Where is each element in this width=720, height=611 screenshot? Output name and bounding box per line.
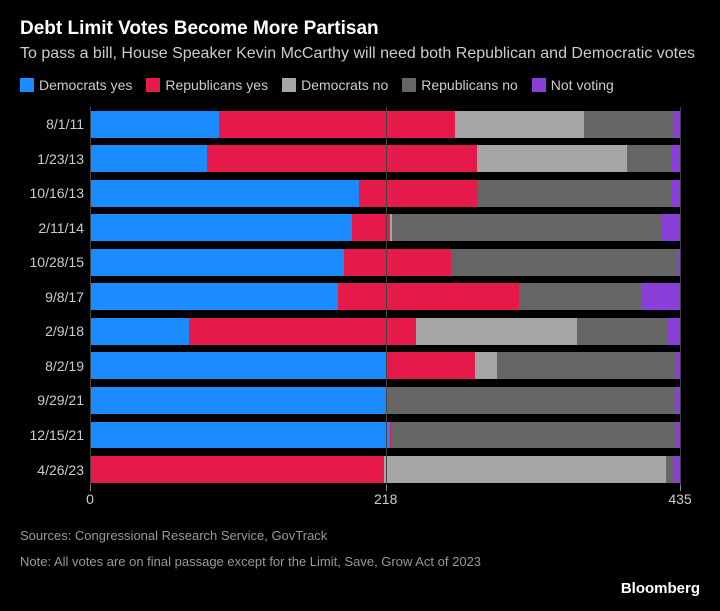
legend-item: Not voting <box>532 77 614 93</box>
x-tick-label: 0 <box>86 491 94 507</box>
bar-segment-dem-yes <box>90 249 344 276</box>
legend-label: Democrats yes <box>39 77 132 93</box>
bar-segment-rep-yes <box>189 318 416 345</box>
row-date-label: 4/26/23 <box>16 462 84 478</box>
legend-swatch <box>402 78 416 92</box>
chart-area: 8/1/111/23/1310/16/132/11/1410/28/159/8/… <box>90 107 680 487</box>
bar-segment-not-voting <box>673 111 680 138</box>
legend-label: Not voting <box>551 77 614 93</box>
gridline <box>386 107 387 487</box>
chart-subtitle: To pass a bill, House Speaker Kevin McCa… <box>20 44 700 65</box>
bar-segment-dem-no <box>475 352 497 379</box>
legend-swatch <box>20 78 34 92</box>
bar-segment-rep-yes <box>352 214 390 241</box>
bar-segment-dem-yes <box>90 387 387 414</box>
bar-segment-rep-no <box>392 214 662 241</box>
legend-label: Republicans no <box>421 77 518 93</box>
bar-segment-not-voting <box>673 456 680 483</box>
bar-segment-not-voting <box>641 283 680 310</box>
bar-segment-not-voting <box>662 214 680 241</box>
bar-segment-rep-no <box>497 352 676 379</box>
row-date-label: 12/15/21 <box>16 427 84 443</box>
chart-title: Debt Limit Votes Become More Partisan <box>20 18 700 40</box>
bar-segment-dem-no <box>477 145 628 172</box>
legend-item: Democrats yes <box>20 77 132 93</box>
bar-segment-rep-yes <box>90 456 384 483</box>
gridline <box>680 107 681 487</box>
bar-segment-rep-no <box>519 283 641 310</box>
bar-segment-dem-yes <box>90 111 219 138</box>
legend: Democrats yes Republicans yes Democrats no… <box>20 77 700 93</box>
bar-segment-rep-yes <box>344 249 451 276</box>
bar-segment-rep-yes <box>207 145 477 172</box>
row-date-label: 10/28/15 <box>16 254 84 270</box>
source-text: Sources: Congressional Research Service,… <box>20 527 700 545</box>
bar-segment-not-voting <box>672 145 680 172</box>
bar-segment-dem-yes <box>90 145 207 172</box>
bar-segment-dem-yes <box>90 283 338 310</box>
row-date-label: 2/9/18 <box>16 323 84 339</box>
bar-segment-rep-yes <box>338 283 518 310</box>
bar-segment-not-voting <box>668 318 680 345</box>
bar-segment-dem-yes <box>90 318 189 345</box>
bar-segment-rep-no <box>477 180 672 207</box>
row-date-label: 9/8/17 <box>16 289 84 305</box>
bar-segment-dem-yes <box>90 352 387 379</box>
gridline <box>90 107 91 487</box>
legend-swatch <box>282 78 296 92</box>
x-tick-label: 218 <box>374 491 397 507</box>
legend-item: Democrats no <box>282 77 388 93</box>
x-axis: 0218435 <box>90 491 680 519</box>
legend-item: Republicans no <box>402 77 518 93</box>
row-date-label: 8/1/11 <box>16 116 84 132</box>
bar-segment-rep-no <box>391 422 674 449</box>
legend-swatch <box>532 78 546 92</box>
bar-segment-rep-no <box>577 318 668 345</box>
row-date-label: 10/16/13 <box>16 185 84 201</box>
bar-segment-dem-yes <box>90 180 359 207</box>
brand-label: Bloomberg <box>621 580 700 597</box>
bar-segment-rep-yes <box>359 180 477 207</box>
legend-swatch <box>146 78 160 92</box>
legend-label: Democrats no <box>301 77 388 93</box>
row-date-label: 8/2/19 <box>16 358 84 374</box>
row-date-label: 2/11/14 <box>16 220 84 236</box>
legend-label: Republicans yes <box>165 77 268 93</box>
row-date-label: 9/29/21 <box>16 392 84 408</box>
x-tick-label: 435 <box>668 491 691 507</box>
bar-segment-rep-yes <box>219 111 455 138</box>
row-date-label: 1/23/13 <box>16 151 84 167</box>
bar-segment-rep-no <box>584 111 674 138</box>
bar-segment-dem-no <box>416 318 577 345</box>
bar-segment-rep-yes <box>387 352 475 379</box>
note-text: Note: All votes are on final passage exc… <box>20 553 700 571</box>
bar-segment-not-voting <box>672 180 680 207</box>
bar-segment-dem-yes <box>90 214 352 241</box>
bar-segment-dem-no <box>384 456 666 483</box>
bar-segment-rep-no <box>451 249 678 276</box>
bar-segment-rep-no <box>666 456 673 483</box>
legend-item: Republicans yes <box>146 77 268 93</box>
bar-segment-dem-yes <box>90 422 390 449</box>
bar-segment-rep-no <box>387 387 675 414</box>
bar-segment-dem-no <box>455 111 584 138</box>
bar-segment-rep-no <box>627 145 672 172</box>
